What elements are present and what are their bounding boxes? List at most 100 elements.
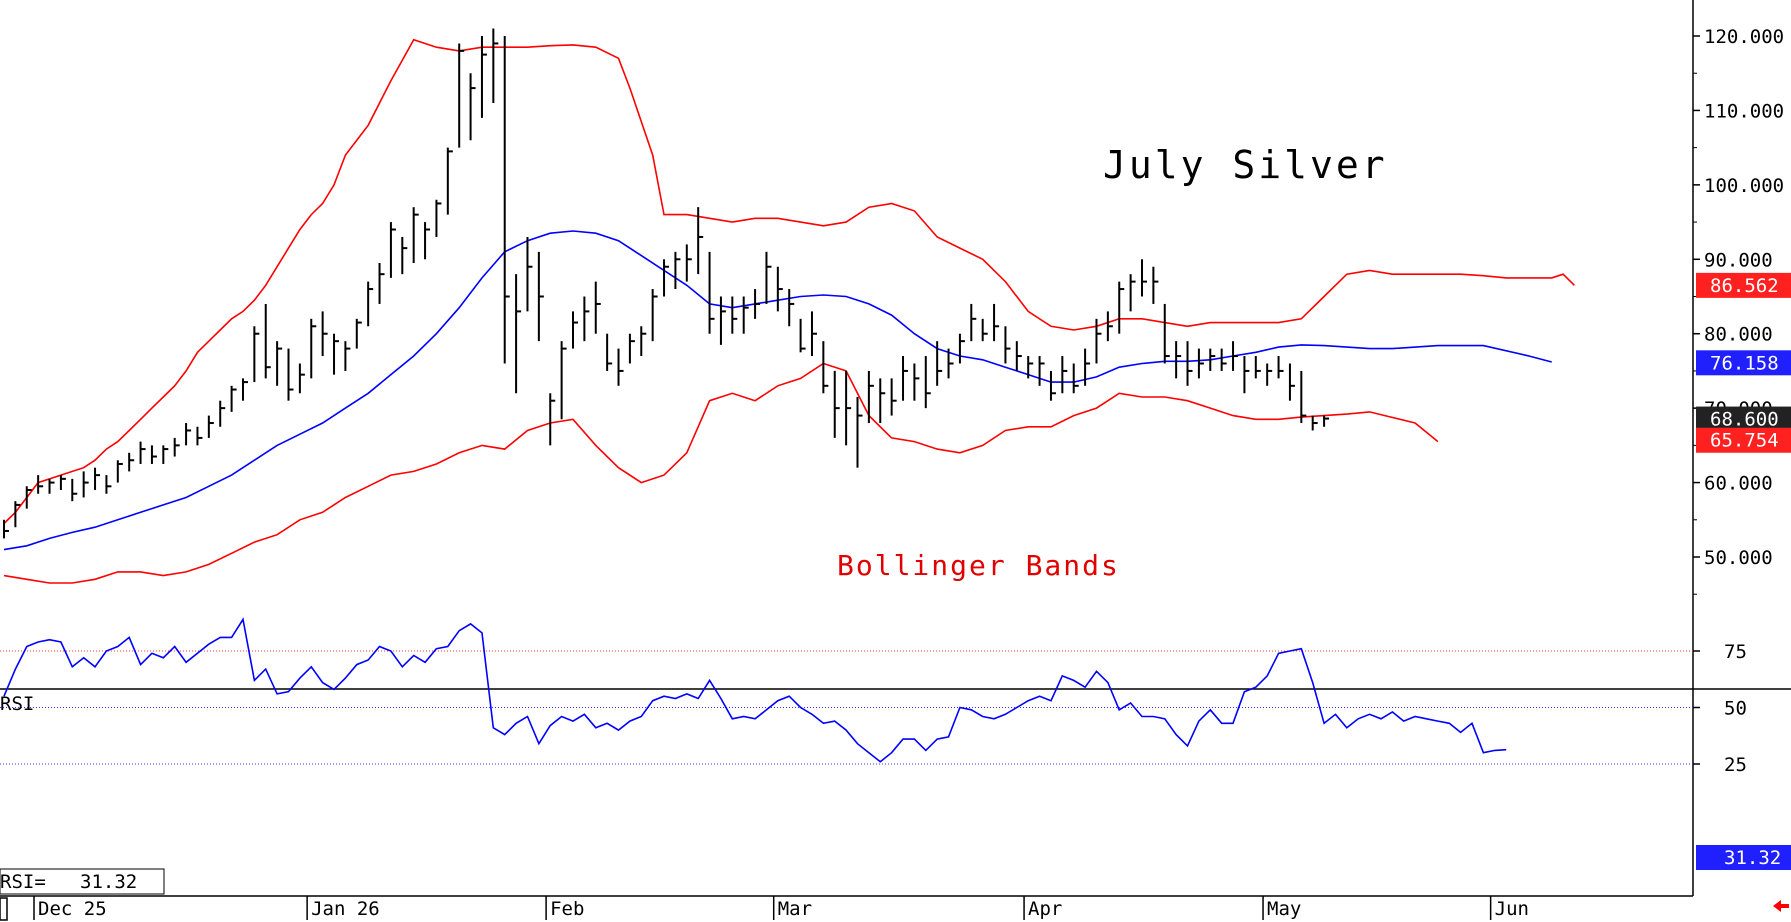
price-bar bbox=[162, 445, 169, 464]
price-bar bbox=[1004, 326, 1011, 364]
date-axis: Dec 25 Jan 26 Feb Mar Apr May Jun bbox=[33, 896, 1529, 920]
price-badge-text: 76.158 bbox=[1710, 352, 1779, 374]
price-bar bbox=[1243, 356, 1250, 394]
price-bar bbox=[1141, 259, 1147, 297]
price-bar bbox=[1220, 348, 1227, 371]
price-bar bbox=[1084, 348, 1091, 386]
price-bar bbox=[1175, 341, 1182, 379]
price-bar bbox=[993, 303, 1000, 342]
price-badge-text: 65.754 bbox=[1710, 430, 1779, 452]
price-bar bbox=[1106, 311, 1113, 342]
price-bar bbox=[663, 259, 670, 297]
price-bar bbox=[25, 486, 32, 509]
price-tick-label: 60.000 bbox=[1704, 473, 1773, 495]
price-bar bbox=[902, 356, 909, 401]
price-bar bbox=[1015, 341, 1022, 371]
price-bar bbox=[924, 356, 931, 409]
price-bars bbox=[3, 28, 1330, 539]
price-bar bbox=[879, 378, 886, 424]
price-tick-label: 50.000 bbox=[1704, 547, 1773, 569]
date-tick-label: Feb bbox=[550, 898, 584, 920]
date-tick-label: Dec 25 bbox=[38, 898, 107, 920]
price-bar bbox=[606, 333, 613, 371]
price-bar bbox=[116, 460, 123, 483]
arrow-left-icon[interactable] bbox=[1773, 900, 1789, 912]
price-bar bbox=[446, 147, 453, 215]
price-bar bbox=[765, 251, 772, 304]
price-bar bbox=[1209, 348, 1216, 371]
price-bar bbox=[526, 236, 533, 312]
price-bar bbox=[1152, 266, 1159, 304]
lower-bollinger-band bbox=[3, 362, 1439, 584]
price-bar bbox=[640, 326, 647, 357]
price-bar bbox=[1197, 348, 1204, 379]
price-bar bbox=[185, 423, 192, 446]
price-bar bbox=[469, 73, 476, 141]
price-badge-text: 86.562 bbox=[1710, 275, 1779, 297]
price-bar bbox=[310, 318, 317, 379]
price-bar bbox=[1061, 356, 1068, 394]
rsi-panel-title: RSI bbox=[0, 693, 34, 715]
price-bar bbox=[936, 341, 943, 386]
price-bar bbox=[458, 43, 465, 148]
price-bar bbox=[970, 303, 977, 342]
price-bar bbox=[708, 251, 715, 334]
price-bar bbox=[196, 426, 203, 446]
price-bar bbox=[1300, 370, 1307, 424]
price-bar bbox=[1186, 341, 1193, 386]
rsi-readout-value: 31.32 bbox=[80, 871, 137, 893]
price-bar bbox=[1323, 415, 1330, 427]
price-bar bbox=[128, 452, 135, 472]
price-tick-label: 100.000 bbox=[1704, 175, 1784, 197]
rsi-tick-label: 50 bbox=[1724, 698, 1747, 720]
price-bar bbox=[1311, 415, 1318, 431]
rsi-axis: 75 50 25 bbox=[1693, 641, 1747, 776]
price-bar bbox=[628, 333, 635, 364]
price-bar bbox=[503, 36, 510, 364]
price-bar bbox=[719, 296, 726, 345]
upper-bollinger-band bbox=[3, 38, 1575, 525]
price-bar bbox=[1072, 363, 1079, 394]
price-bar bbox=[594, 281, 601, 334]
price-bar bbox=[94, 467, 101, 491]
rsi-tick-label: 25 bbox=[1724, 754, 1747, 776]
price-bar bbox=[492, 28, 499, 103]
price-bar bbox=[958, 333, 965, 364]
left-edge-marker bbox=[0, 897, 8, 921]
price-bar bbox=[947, 348, 954, 379]
price-bar bbox=[139, 441, 146, 464]
price-bar bbox=[731, 296, 738, 334]
price-bar bbox=[435, 199, 442, 237]
price-bar bbox=[1288, 363, 1295, 401]
price-bar bbox=[776, 266, 783, 312]
rsi-tick-label: 75 bbox=[1724, 641, 1747, 663]
price-bar bbox=[572, 311, 578, 349]
price-bar bbox=[401, 236, 408, 275]
price-bar bbox=[253, 326, 260, 383]
price-bar bbox=[617, 348, 624, 386]
chart-title: July Silver bbox=[1103, 143, 1388, 187]
price-bar bbox=[1027, 356, 1034, 379]
price-bar bbox=[105, 475, 112, 494]
rsi-value-badge-text: 31.32 bbox=[1724, 847, 1781, 869]
date-tick-label: Mar bbox=[778, 898, 812, 920]
rsi-readout-box bbox=[0, 868, 165, 895]
price-bar bbox=[685, 244, 692, 282]
price-bar bbox=[412, 207, 419, 264]
price-tick-label: 110.000 bbox=[1704, 100, 1784, 122]
price-bar bbox=[230, 385, 237, 412]
price-bar bbox=[1277, 356, 1284, 379]
price-bar bbox=[549, 393, 556, 446]
price-badge-text: 68.600 bbox=[1710, 409, 1779, 431]
price-bar bbox=[1049, 370, 1056, 401]
rsi-readout-label: RSI= bbox=[0, 871, 46, 893]
price-badge: 68.600 bbox=[1696, 406, 1791, 432]
price-bar bbox=[48, 478, 55, 494]
price-bar bbox=[59, 475, 66, 491]
rsi-line bbox=[3, 617, 1507, 763]
price-bar bbox=[298, 363, 305, 394]
price-bar bbox=[71, 478, 78, 502]
price-bar bbox=[515, 274, 522, 394]
